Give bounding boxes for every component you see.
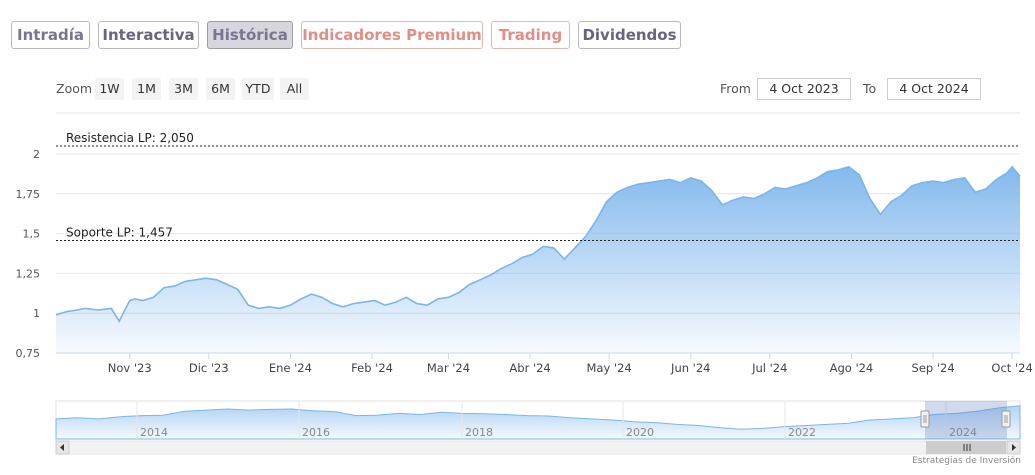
navigator-tick-label: 2022 xyxy=(788,426,816,439)
navigator-tick-label: 2018 xyxy=(465,426,493,439)
scrollbar-track[interactable] xyxy=(55,440,1021,455)
tab-interactiva[interactable]: Interactiva xyxy=(98,21,199,49)
tab-trading[interactable]: Trading xyxy=(491,21,570,49)
x-tick-label: Jun '24 xyxy=(670,361,710,375)
y-tick-label: 0,75 xyxy=(16,347,41,360)
tab-indicadores-premium[interactable]: Indicadores Premium xyxy=(301,21,483,49)
range-from-input[interactable]: 4 Oct 2023 xyxy=(757,78,851,100)
x-tick-label: Abr '24 xyxy=(509,361,550,375)
zoom-1w-button[interactable]: 1W xyxy=(95,78,124,100)
chevron-right-icon xyxy=(1012,444,1016,451)
x-tick-label: Jul '24 xyxy=(751,361,787,375)
x-tick-label: Mar '24 xyxy=(427,361,470,375)
range-to-label: To xyxy=(863,81,877,96)
navigator-left-handle[interactable] xyxy=(920,410,930,428)
chevron-left-icon xyxy=(60,444,64,451)
resistance-label: Resistencia LP: 2,050 xyxy=(66,131,194,145)
range-from-label: From xyxy=(720,81,751,96)
scrollbar-thumb[interactable] xyxy=(926,441,1006,454)
zoom-all-button[interactable]: All xyxy=(280,78,309,100)
zoom-ytd-button[interactable]: YTD xyxy=(242,78,274,100)
zoom-6m-button[interactable]: 6M xyxy=(206,78,235,100)
support-label: Soporte LP: 1,457 xyxy=(66,225,173,239)
navigator-tick-label: 2024 xyxy=(949,426,977,439)
x-tick-label: Dic '23 xyxy=(189,361,229,375)
zoom-3m-button[interactable]: 3M xyxy=(169,78,198,100)
x-tick-label: Ago '24 xyxy=(830,361,874,375)
tab-historica[interactable]: Histórica xyxy=(207,21,293,49)
navigator-tick-label: 2020 xyxy=(626,426,654,439)
navigator-tick-label: 2016 xyxy=(302,426,330,439)
y-tick-label: 2 xyxy=(33,148,40,161)
navigator-tick-label: 2014 xyxy=(140,426,168,439)
x-tick-label: Sep '24 xyxy=(912,361,955,375)
credits-text: Estrategias de Inversión xyxy=(912,456,1021,466)
x-tick-label: Oct '24 xyxy=(991,361,1032,375)
zoom-label: Zoom xyxy=(56,81,93,96)
series-area xyxy=(56,166,1020,353)
series-line xyxy=(55,165,1021,323)
y-tick-label: 1,25 xyxy=(16,267,41,280)
tab-intradia[interactable]: Intradía xyxy=(11,21,90,49)
x-tick-label: May '24 xyxy=(586,361,631,375)
tab-dividendos[interactable]: Dividendos xyxy=(578,21,681,49)
navigator-selection[interactable] xyxy=(925,401,1007,439)
x-tick-label: Nov '23 xyxy=(108,361,152,375)
navigator-right-handle[interactable] xyxy=(1001,410,1011,428)
x-tick-label: Feb '24 xyxy=(351,361,393,375)
zoom-1m-button[interactable]: 1M xyxy=(132,78,161,100)
x-tick-label: Ene '24 xyxy=(269,361,312,375)
navigator-series xyxy=(55,405,1021,440)
y-tick-label: 1,75 xyxy=(16,188,41,201)
y-tick-label: 1 xyxy=(33,307,40,320)
range-to-input[interactable]: 4 Oct 2024 xyxy=(887,78,981,100)
y-tick-label: 1,5 xyxy=(23,228,41,241)
